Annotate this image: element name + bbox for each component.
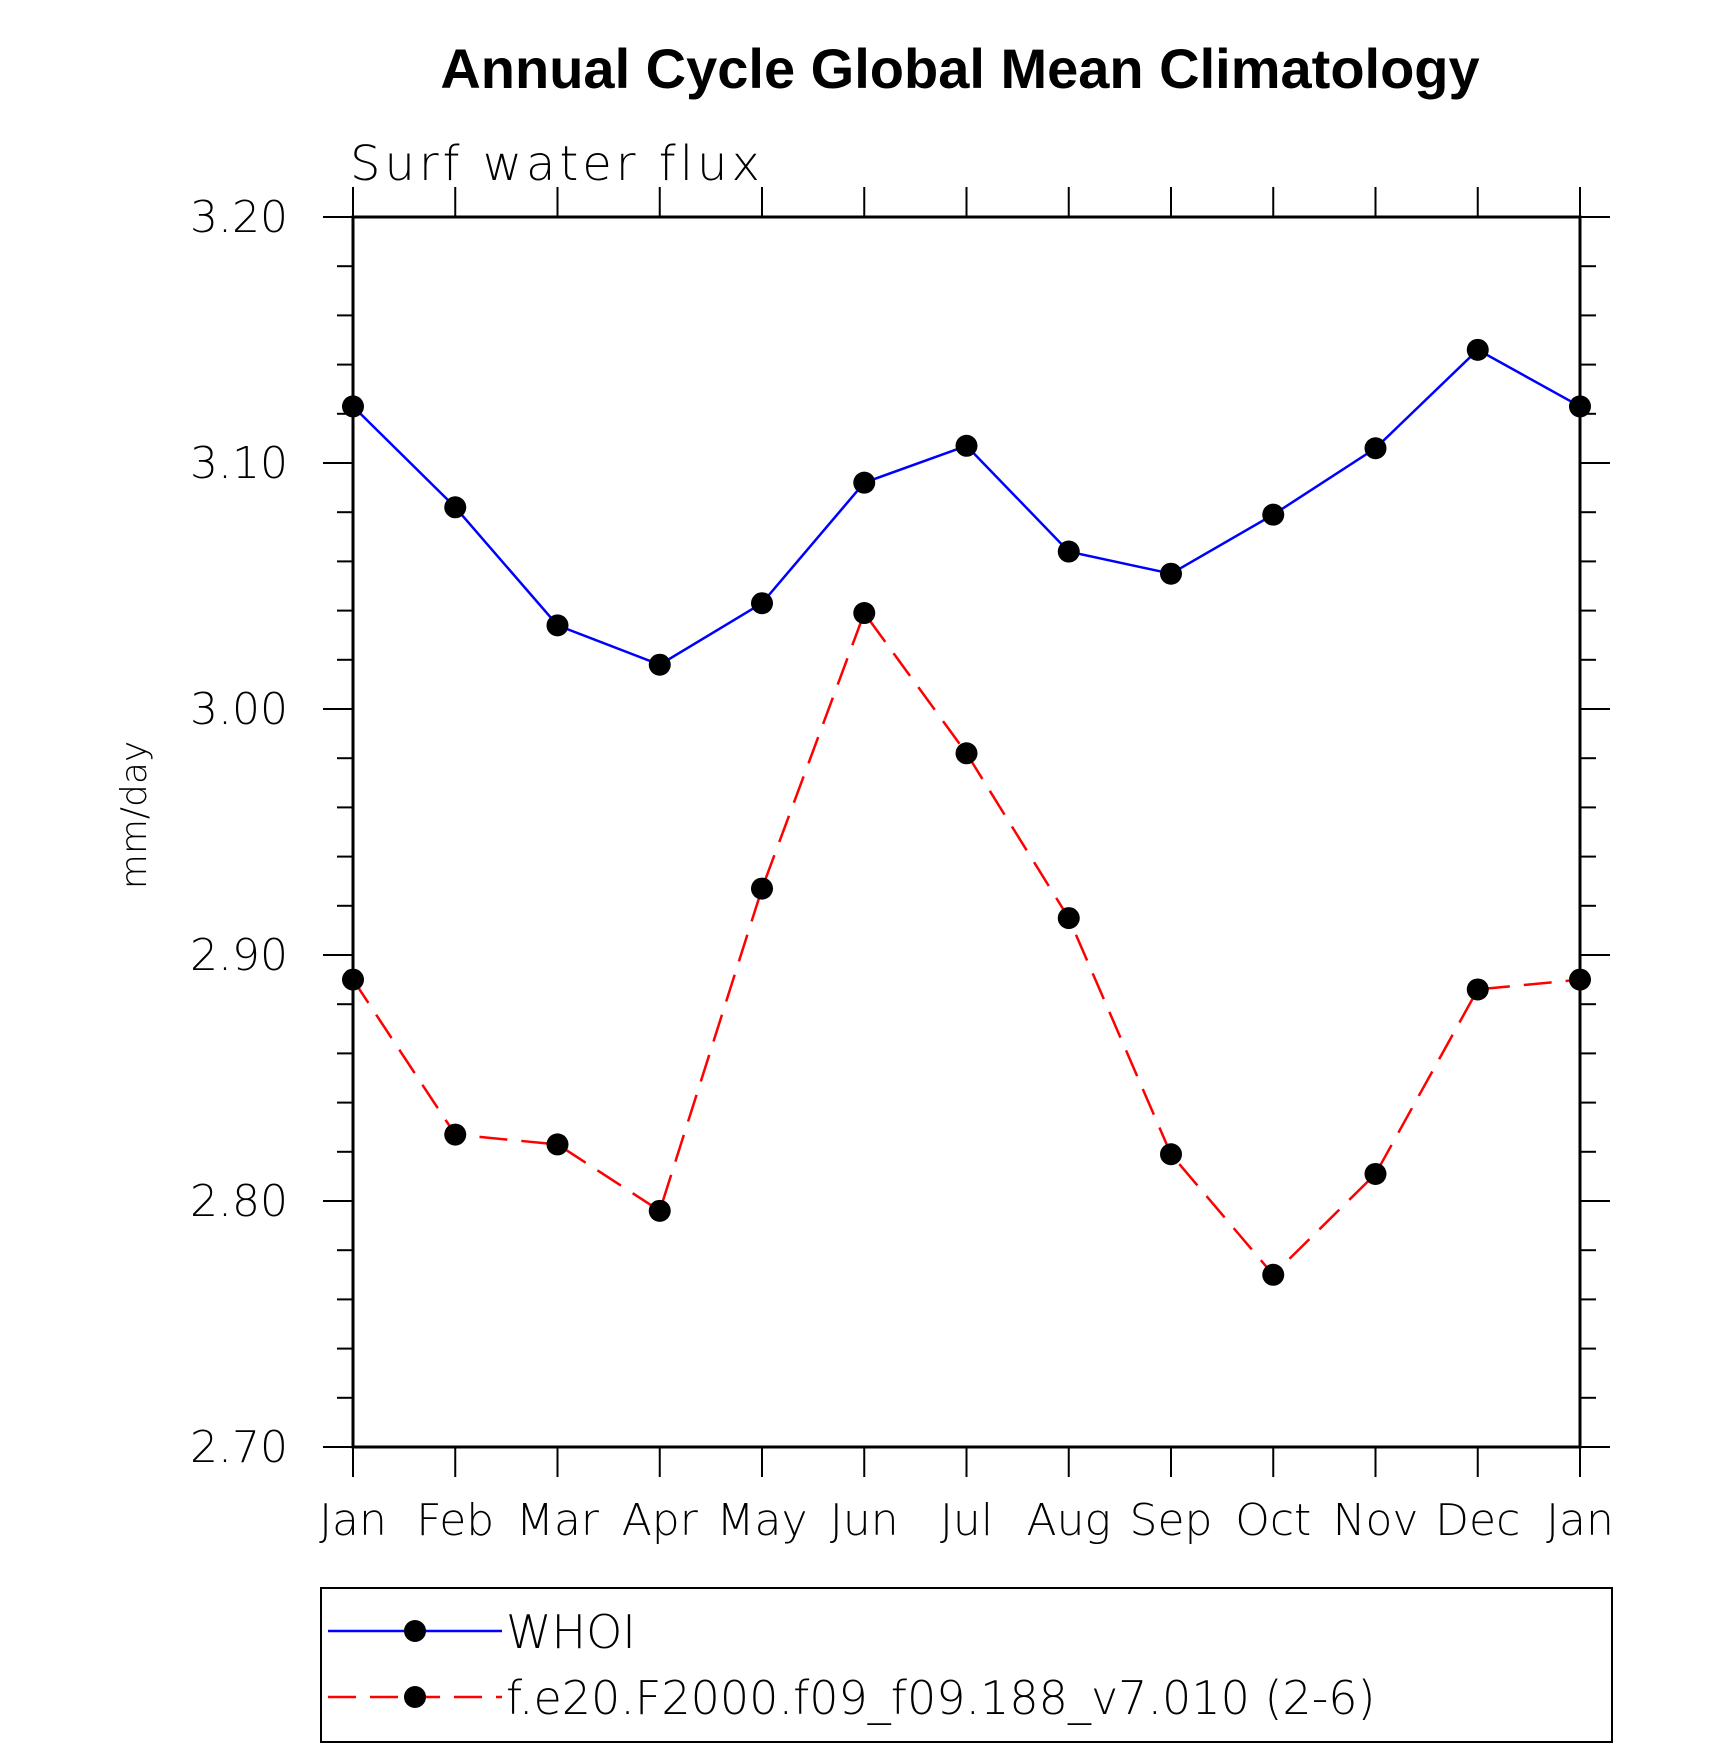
series-1-point: [1569, 395, 1591, 418]
x-tick-label: Feb: [416, 1495, 494, 1546]
y-tick-label: 2.80: [190, 1176, 288, 1227]
series-2-point: [1466, 978, 1489, 1001]
series-2-point: [444, 1123, 467, 1146]
series-1-point: [955, 434, 978, 457]
series-1-point: [1262, 503, 1285, 526]
x-tick-label: Apr: [622, 1495, 699, 1546]
legend: WHOI f.e20.F2000.f09_f09.188_v7.010 (2-6): [328, 1605, 1376, 1725]
legend-label-2: f.e20.F2000.f09_f09.188_v7.010 (2-6): [506, 1671, 1376, 1725]
chart-title: Annual Cycle Global Mean Climatology: [440, 37, 1479, 100]
y-tick-label: 3.00: [190, 684, 288, 735]
y-tick-label: 3.10: [190, 438, 288, 489]
x-tick-label: Dec: [1435, 1495, 1520, 1546]
legend-marker-1: [404, 1620, 426, 1642]
series-line-2: [351, 610, 1581, 1277]
series-1-point: [1466, 338, 1489, 361]
series-1-point: [546, 614, 569, 637]
series-2-point: [648, 1199, 671, 1222]
series-1-point: [1364, 437, 1387, 460]
series-2-point: [955, 742, 978, 765]
series-2-point: [1262, 1263, 1285, 1286]
legend-label-1: WHOI: [506, 1605, 636, 1659]
y-tick-label: 2.90: [190, 930, 288, 981]
x-tick-label: Aug: [1027, 1495, 1111, 1546]
series-1-point: [853, 471, 876, 494]
series-1-point: [342, 395, 364, 418]
series-2-point: [1364, 1162, 1387, 1185]
x-tick-label: Mar: [516, 1495, 600, 1546]
plot-frame: [351, 215, 1582, 1449]
x-tick-label: Oct: [1235, 1495, 1311, 1546]
x-tick-label: May: [717, 1495, 808, 1546]
x-tick-label: Nov: [1333, 1495, 1419, 1546]
x-tick-label: Jul: [940, 1495, 993, 1546]
series-1-point: [751, 592, 773, 615]
y-axis-label: mm/day: [114, 741, 155, 889]
legend-marker-2: [404, 1686, 426, 1708]
series-2-point: [751, 877, 773, 900]
series-line-1: [352, 348, 1581, 667]
series-layer: [342, 338, 1591, 1286]
series-2-point: [1569, 968, 1591, 991]
x-tick-label: Sep: [1130, 1495, 1213, 1546]
series-1-point: [444, 496, 467, 519]
series-1-point: [1160, 562, 1182, 585]
series-1-point: [648, 653, 671, 676]
y-tick-label: 3.20: [190, 192, 288, 243]
legend-box: [320, 1587, 1613, 1743]
series-1-point: [1057, 540, 1080, 563]
x-tick-label: Jun: [830, 1495, 899, 1546]
x-tick-label: Jan: [319, 1495, 387, 1546]
y-tick-label: 2.70: [190, 1422, 288, 1473]
series-2-point: [1057, 907, 1080, 930]
chart-subtitle: Surf water flux: [350, 136, 764, 192]
series-2-point: [1160, 1143, 1182, 1166]
x-tick-label: Jan: [1546, 1495, 1614, 1546]
series-2-point: [342, 968, 364, 991]
axes: 2.70 2.80 2.90 3.00 3.10 3.20 Jan Feb Mar Apr May J…: [190, 187, 1614, 1546]
series-2-point: [853, 602, 876, 625]
series-2-point: [546, 1133, 569, 1156]
